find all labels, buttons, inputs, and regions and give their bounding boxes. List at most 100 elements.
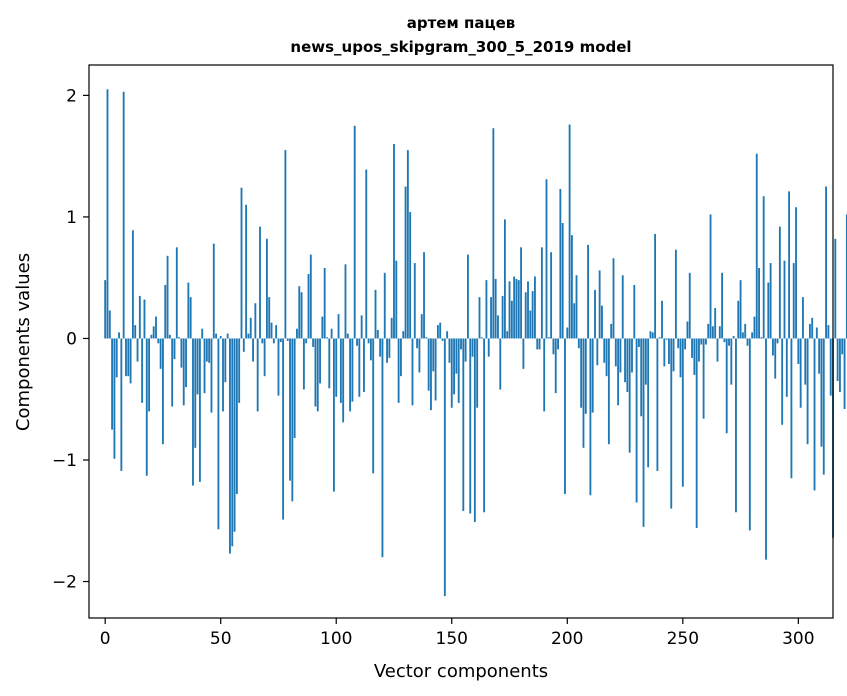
bar: [134, 325, 137, 339]
bar: [402, 331, 405, 339]
bar: [240, 187, 243, 339]
bar: [510, 300, 513, 339]
bar: [425, 337, 428, 339]
bar: [120, 338, 123, 471]
y-tick-label: 2: [66, 86, 77, 106]
bar: [797, 338, 800, 364]
bar: [298, 286, 301, 339]
bar: [365, 169, 368, 339]
bar: [252, 338, 254, 362]
bar: [554, 338, 557, 394]
bar: [106, 89, 109, 339]
bar: [825, 186, 827, 339]
bar: [483, 338, 486, 513]
bar: [104, 280, 107, 339]
bar: [545, 179, 548, 339]
bar: [358, 338, 361, 397]
bar: [663, 338, 666, 367]
bar: [709, 214, 712, 339]
bar: [455, 338, 458, 374]
x-tick-label: 250: [667, 629, 699, 649]
bar: [131, 230, 134, 339]
bar: [194, 338, 197, 448]
bar: [751, 332, 754, 339]
bar: [277, 338, 280, 396]
bar: [829, 338, 832, 396]
bar: [203, 338, 206, 394]
bar: [845, 214, 847, 339]
bar: [189, 297, 192, 339]
bar: [245, 204, 248, 339]
bar: [224, 338, 227, 383]
bar: [612, 258, 615, 339]
bar: [503, 219, 506, 339]
bar: [198, 338, 201, 482]
bar: [728, 338, 730, 346]
bar: [418, 338, 421, 373]
bar: [557, 338, 559, 350]
bar: [603, 338, 606, 363]
bar: [473, 338, 476, 522]
bar: [677, 338, 680, 349]
bar: [799, 338, 802, 408]
bar: [337, 314, 340, 339]
bar: [781, 338, 784, 425]
bar: [836, 338, 839, 381]
bar: [201, 328, 204, 339]
bar: [219, 336, 222, 339]
bar: [467, 254, 469, 339]
bar: [448, 338, 451, 363]
bar: [811, 317, 814, 339]
bar: [499, 338, 502, 390]
bar: [767, 282, 770, 339]
bar: [693, 338, 696, 375]
bar: [307, 274, 310, 339]
bar: [547, 337, 550, 339]
bar: [739, 280, 742, 339]
bar: [691, 338, 693, 358]
bar: [487, 338, 490, 357]
bar: [446, 331, 449, 339]
bar: [395, 260, 398, 339]
bar: [788, 191, 791, 339]
bar: [113, 338, 116, 459]
bar: [247, 333, 250, 339]
bar: [150, 334, 153, 339]
bar: [175, 247, 178, 339]
bar: [185, 338, 187, 388]
bar: [700, 338, 703, 345]
bar: [321, 316, 324, 339]
bar: [785, 338, 788, 397]
bar: [235, 338, 238, 495]
bar: [730, 338, 733, 385]
bar: [804, 338, 807, 385]
bar: [774, 338, 777, 379]
bar: [725, 338, 728, 434]
bar: [411, 338, 414, 406]
bar: [268, 297, 271, 339]
bar: [430, 338, 432, 411]
bar: [480, 337, 483, 339]
bar: [229, 338, 231, 554]
bar: [388, 338, 391, 358]
bar: [668, 338, 670, 364]
bar: [164, 284, 167, 339]
x-tick-label: 150: [436, 629, 468, 649]
bar: [642, 338, 645, 527]
bar: [732, 336, 735, 339]
bar: [476, 338, 479, 408]
bar: [619, 338, 622, 373]
bar: [159, 338, 162, 369]
bar: [550, 252, 553, 339]
bar: [661, 300, 663, 339]
bar: [409, 212, 412, 339]
bar: [464, 338, 467, 362]
bar: [686, 321, 689, 339]
bar: [457, 338, 460, 403]
bar: [379, 338, 382, 357]
bar: [769, 263, 772, 339]
y-axis-ticks: 2 1 0 −1 −2: [52, 86, 89, 593]
bar: [261, 338, 264, 344]
x-tick-label: 50: [210, 629, 232, 649]
